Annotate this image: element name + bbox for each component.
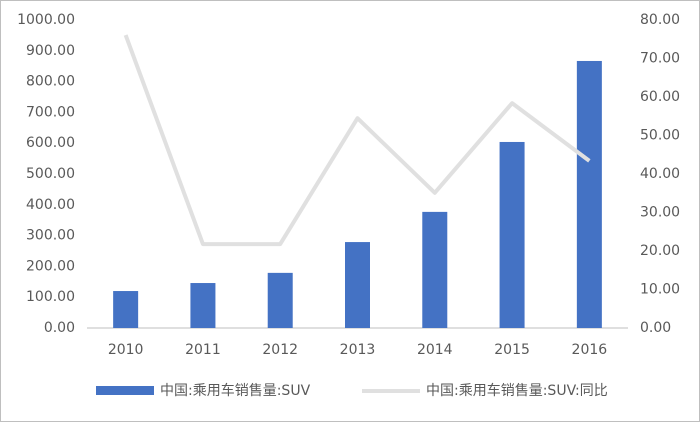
bar <box>190 283 216 328</box>
y-tick-label: 500.00 <box>26 166 75 182</box>
x-tick-label: 2016 <box>572 342 608 358</box>
y2-tick-label: 20.00 <box>640 243 680 259</box>
y-tick-label: 100.00 <box>26 289 75 305</box>
y-tick-label: 800.00 <box>26 74 75 90</box>
bar <box>576 60 602 329</box>
y-tick-label: 0.00 <box>44 320 75 336</box>
line <box>123 34 591 247</box>
bar <box>499 141 525 328</box>
y2-tick-label: 70.00 <box>640 51 680 67</box>
x-tick-label: 2013 <box>340 342 376 358</box>
x-tick-label: 2010 <box>108 342 144 358</box>
y2-tick-label: 10.00 <box>640 282 680 298</box>
y2-tick-label: 30.00 <box>640 205 680 221</box>
legend-label: 中国:乘用车销售量:SUV <box>160 382 311 399</box>
x-tick-label: 2014 <box>417 342 453 358</box>
y-tick-label: 300.00 <box>26 228 75 244</box>
y2-tick-label: 40.00 <box>640 166 680 182</box>
y2-tick-label: 50.00 <box>640 128 680 144</box>
y2-tick-label: 60.00 <box>640 89 680 105</box>
y-tick-label: 900.00 <box>26 43 75 59</box>
legend-swatch <box>96 386 154 395</box>
bar <box>267 272 293 328</box>
x-tick-label: 2015 <box>494 342 530 358</box>
y-tick-label: 700.00 <box>26 104 75 120</box>
bar <box>345 242 370 328</box>
x-tick-label: 2012 <box>262 342 298 358</box>
y-tick-label: 400.00 <box>26 197 75 213</box>
y-tick-label: 600.00 <box>26 135 75 151</box>
y-tick-label: 1000.00 <box>17 12 75 28</box>
y2-tick-label: 0.00 <box>640 320 671 336</box>
bar <box>113 291 139 328</box>
x-tick-label: 2011 <box>185 342 221 358</box>
y-tick-label: 200.00 <box>26 258 75 274</box>
legend-label: 中国:乘用车销售量:SUV:同比 <box>426 382 608 399</box>
bar <box>422 211 448 328</box>
y2-tick-label: 80.00 <box>640 12 680 28</box>
